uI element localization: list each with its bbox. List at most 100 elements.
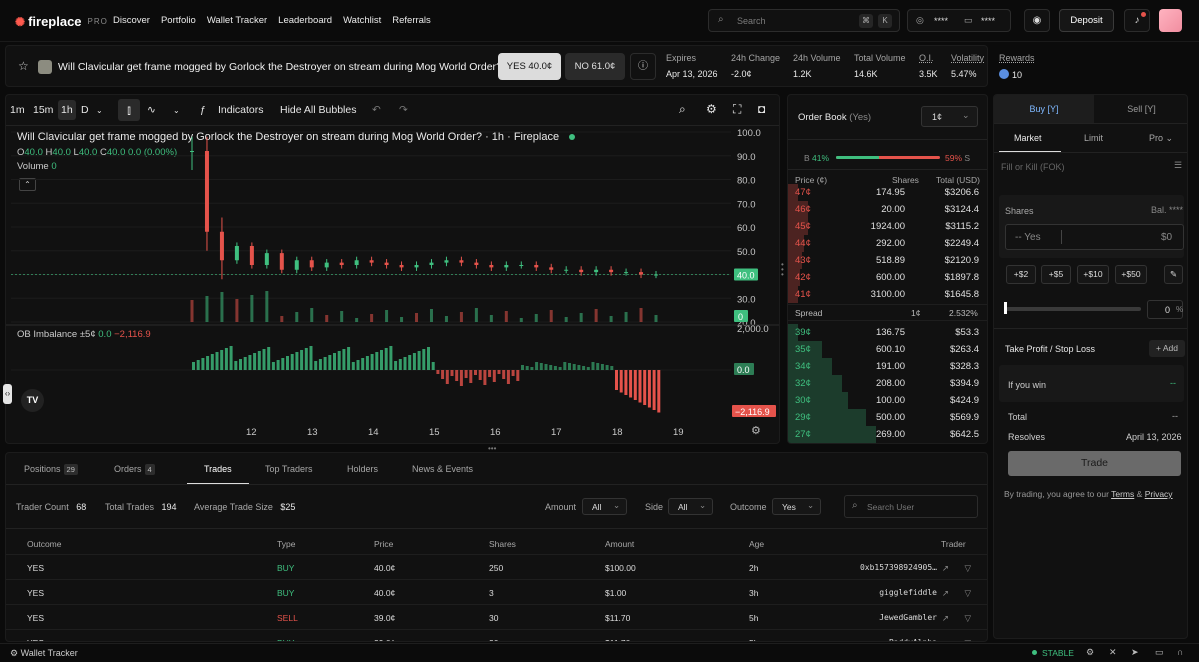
percent-input[interactable]: 0% (1147, 300, 1183, 319)
stat-rewards[interactable]: Rewards 10 (999, 53, 1035, 80)
nav-link-discover[interactable]: Discover (113, 15, 150, 26)
bid-row-6[interactable]: 27¢ 269.00 $642.5 (788, 426, 987, 443)
deposit-button[interactable]: Deposit (1059, 9, 1114, 32)
filter-icon[interactable]: ▽ (964, 588, 971, 598)
bid-row-2[interactable]: 34¢ 191.00 $328.3 (788, 358, 987, 375)
yes-outcome-button[interactable]: YES 40.0¢ (498, 53, 561, 80)
nav-link-watchlist[interactable]: Watchlist (343, 15, 382, 26)
table-row[interactable]: YES BUY 40.0¢ 250 $100.00 2h 0xb157398924905… ↗… (6, 554, 987, 579)
user-avatar[interactable] (1159, 9, 1182, 32)
telegram-icon[interactable]: ➤ (1131, 647, 1139, 657)
balance-display[interactable]: ◎ **** ▭ **** (907, 9, 1011, 32)
indicators-button[interactable]: Indicators (218, 104, 264, 116)
ask-row-3[interactable]: 44¢ 292.00 $2249.4 (788, 235, 987, 252)
quick-amount-2[interactable]: +$2 (1006, 265, 1036, 284)
timeframe-15m[interactable]: 15m (33, 104, 54, 116)
filter-icon[interactable]: ▽ (964, 563, 971, 573)
collapse-legend-button[interactable]: ⌃ (19, 178, 36, 191)
search-user-input[interactable]: ⌕ Search User (844, 495, 978, 518)
line-chart-icon[interactable]: ∿ (147, 104, 156, 116)
quick-amount-10[interactable]: +$10 (1077, 265, 1109, 284)
bid-row-1[interactable]: 35¢ 600.10 $263.4 (788, 341, 987, 358)
table-row[interactable]: YES BUY 40.0¢ 3 $1.00 3h gigglefiddle ↗ ▽ (6, 579, 987, 604)
tab-trades[interactable]: Trades (204, 464, 232, 474)
amount-filter-select[interactable]: All ⌄ (582, 498, 627, 515)
tab-orders[interactable]: Orders 4 (114, 464, 155, 475)
redo-icon[interactable]: ↷ (399, 104, 408, 116)
trade-button[interactable]: Trade (1008, 451, 1181, 476)
timeframe-1h[interactable]: 1h (58, 100, 76, 120)
external-link-icon[interactable]: ↗ (941, 613, 949, 623)
side-filter-select[interactable]: All ⌄ (668, 498, 713, 515)
cell-trader[interactable]: 0xb157398924905… (859, 563, 937, 572)
ask-row-5[interactable]: 42¢ 600.00 $1897.8 (788, 269, 987, 286)
x-social-icon[interactable]: ✕ (1109, 647, 1117, 657)
tab-positions[interactable]: Positions 29 (24, 464, 78, 475)
zoom-icon[interactable]: ⌕ (679, 102, 686, 116)
percent-slider[interactable] (1006, 307, 1141, 311)
order-tab-pro[interactable]: Pro ⌄ (1149, 133, 1174, 143)
brand-logo[interactable]: ✺ fireplace PRO (15, 14, 108, 29)
timeframe-1m[interactable]: 1m (10, 104, 25, 116)
add-tpsl-button[interactable]: + Add (1149, 340, 1185, 357)
panel-resize-handle[interactable]: ••• (488, 444, 497, 453)
tab-top-traders[interactable]: Top Traders (265, 464, 313, 474)
order-tab-market[interactable]: Market (1014, 133, 1042, 143)
settings-icon[interactable]: ⚙ (1086, 647, 1095, 657)
external-link-icon[interactable]: ↗ (941, 588, 949, 598)
ask-row-1[interactable]: 46¢ 20.00 $3124.4 (788, 201, 987, 218)
headphones-icon[interactable]: ∩ (1177, 647, 1184, 657)
shares-input[interactable]: -- Yes $0 (1005, 224, 1184, 250)
hide-balance-button[interactable]: ◉ (1024, 9, 1050, 32)
external-link-icon[interactable]: ↗ (942, 638, 949, 641)
quick-amount-50[interactable]: +$50 (1115, 265, 1147, 284)
price-chart[interactable]: 100.090.080.070.060.050.040.030.020.040.… (6, 125, 780, 444)
tick-size-select[interactable]: 1¢ ⌄ (921, 106, 978, 127)
ask-row-0[interactable]: 47¢ 174.95 $3206.6 (788, 184, 987, 201)
filter-icon[interactable]: ▽ (964, 638, 971, 641)
quick-amount-5[interactable]: +$5 (1041, 265, 1071, 284)
order-tab-limit[interactable]: Limit (1084, 133, 1104, 143)
cell-trader[interactable]: gigglefiddle (879, 588, 937, 597)
outcome-filter-select[interactable]: Yes ⌄ (772, 498, 821, 515)
chart-type-dropdown-icon[interactable]: ⌄ (173, 106, 180, 115)
tab-holders[interactable]: Holders (347, 464, 379, 474)
sell-tab[interactable]: Sell [Y] (1127, 104, 1156, 114)
tab-news-events[interactable]: News & Events (412, 464, 474, 474)
bid-row-4[interactable]: 30¢ 100.00 $424.9 (788, 392, 987, 409)
bid-row-3[interactable]: 32¢ 208.00 $394.9 (788, 375, 987, 392)
terms-link[interactable]: Terms (1111, 489, 1135, 499)
no-outcome-button[interactable]: NO 61.0¢ (565, 53, 625, 80)
fullscreen-icon[interactable]: ⛶ (733, 102, 742, 116)
nav-link-portfolio[interactable]: Portfolio (160, 15, 196, 26)
undo-icon[interactable]: ↶ (372, 104, 381, 116)
market-info-button[interactable]: ⓘ (630, 53, 656, 80)
global-search-input[interactable]: ⌕ Search ⌘ K (708, 9, 900, 32)
panel-resize-handle-vertical[interactable]: • • • (781, 260, 784, 279)
chart-settings-gear-icon[interactable]: ⚙ (751, 425, 761, 437)
nav-link-referrals[interactable]: Referrals (392, 15, 431, 26)
bid-row-5[interactable]: 29¢ 500.00 $569.9 (788, 409, 987, 426)
nav-link-leaderboard[interactable]: Leaderboard (278, 15, 333, 26)
sliders-icon[interactable]: ☰ (1174, 160, 1183, 170)
camera-icon[interactable]: ◘ (758, 102, 766, 116)
ask-row-2[interactable]: 45¢ 1924.00 $3115.2 (788, 218, 987, 235)
timeframe-dropdown-icon[interactable]: ⌄ (96, 106, 103, 115)
buy-tab[interactable]: Buy [Y] (994, 95, 1094, 123)
notifications-button[interactable]: ♪ (1124, 9, 1150, 32)
ask-row-6[interactable]: 41¢ 3100.00 $1645.8 (788, 286, 987, 303)
star-icon[interactable]: ☆ (18, 59, 29, 73)
sidebar-collapse-handle[interactable]: ‹› (3, 384, 12, 404)
book-icon[interactable]: ▭ (1155, 647, 1164, 657)
timeframe-d[interactable]: D (81, 104, 89, 116)
cell-trader[interactable]: JewedGambler (879, 613, 937, 622)
ask-row-4[interactable]: 43¢ 518.89 $2120.9 (788, 252, 987, 269)
filter-icon[interactable]: ▽ (964, 613, 971, 623)
candles-chart-type-button[interactable]: ⫾ (118, 99, 140, 121)
privacy-link[interactable]: Privacy (1144, 489, 1173, 499)
cell-trader[interactable]: PaddyAlpha (889, 638, 937, 641)
nav-link-wallet-tracker[interactable]: Wallet Tracker (206, 15, 268, 26)
wallet-tracker-footer-link[interactable]: ⚙ Wallet Tracker (10, 648, 78, 658)
hide-bubbles-button[interactable]: Hide All Bubbles (280, 104, 357, 116)
bid-row-0[interactable]: 39¢ 136.75 $53.3 (788, 324, 987, 341)
